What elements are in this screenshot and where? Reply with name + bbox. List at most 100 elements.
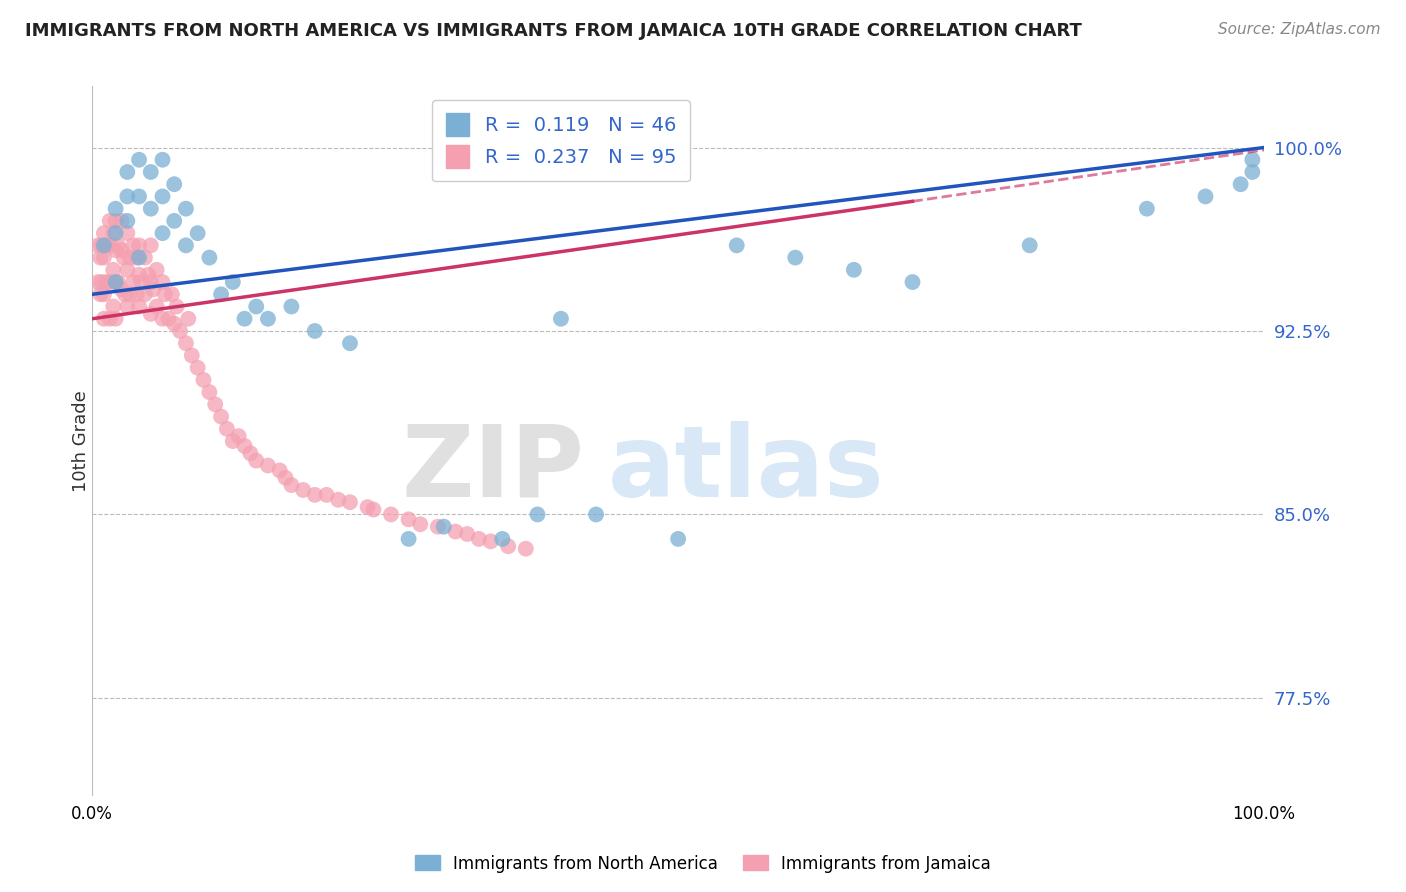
Point: [550, 311, 572, 326]
Point: [222, 434, 245, 448]
Point: [233, 311, 256, 326]
Point: [479, 534, 502, 549]
Point: [128, 238, 150, 252]
Point: [145, 262, 167, 277]
Point: [1229, 178, 1251, 192]
Point: [245, 453, 267, 467]
Point: [1018, 238, 1040, 252]
Point: [128, 189, 150, 203]
Point: [104, 244, 127, 258]
Point: [157, 311, 180, 326]
Point: [117, 165, 139, 179]
Point: [93, 226, 115, 240]
Point: [274, 471, 297, 485]
Point: [515, 541, 537, 556]
Point: [304, 324, 326, 338]
Point: [125, 287, 148, 301]
Point: [110, 244, 132, 258]
Point: [118, 251, 141, 265]
Point: [117, 226, 139, 240]
Point: [426, 519, 449, 533]
Point: [104, 226, 127, 240]
Point: [139, 202, 162, 216]
Point: [204, 397, 226, 411]
Point: [152, 226, 174, 240]
Point: [93, 251, 115, 265]
Point: [398, 512, 420, 526]
Point: [104, 311, 127, 326]
Point: [110, 282, 132, 296]
Point: [128, 268, 150, 282]
Point: [725, 238, 748, 252]
Point: [228, 429, 250, 443]
Point: [339, 336, 361, 351]
Point: [103, 262, 125, 277]
Point: [110, 214, 132, 228]
Point: [89, 251, 111, 265]
Point: [198, 385, 221, 400]
Point: [280, 478, 302, 492]
Point: [98, 275, 121, 289]
Point: [174, 238, 197, 252]
Point: [245, 300, 267, 314]
Point: [163, 214, 186, 228]
Point: [163, 178, 186, 192]
Point: [134, 251, 156, 265]
Point: [90, 275, 112, 289]
Point: [117, 189, 139, 203]
Point: [96, 275, 118, 289]
Point: [166, 300, 188, 314]
Point: [90, 238, 112, 252]
Point: [198, 251, 221, 265]
Point: [901, 275, 924, 289]
Point: [128, 300, 150, 314]
Point: [187, 226, 209, 240]
Point: [174, 336, 197, 351]
Point: [96, 238, 118, 252]
Point: [496, 539, 519, 553]
Point: [468, 532, 491, 546]
Point: [215, 422, 238, 436]
Point: [163, 317, 186, 331]
Text: atlas: atlas: [607, 421, 884, 518]
Point: [174, 202, 197, 216]
Point: [93, 311, 115, 326]
Point: [491, 532, 513, 546]
Point: [842, 262, 865, 277]
Point: [160, 287, 183, 301]
Point: [153, 287, 176, 301]
Legend: Immigrants from North America, Immigrants from Jamaica: Immigrants from North America, Immigrant…: [408, 848, 998, 880]
Point: [209, 287, 232, 301]
Point: [1194, 189, 1216, 203]
Point: [117, 300, 139, 314]
Point: [145, 300, 167, 314]
Text: ZIP: ZIP: [402, 421, 585, 518]
Point: [1241, 165, 1264, 179]
Point: [585, 508, 607, 522]
Point: [339, 495, 361, 509]
Point: [257, 458, 280, 473]
Point: [180, 348, 202, 362]
Point: [177, 311, 200, 326]
Point: [104, 202, 127, 216]
Point: [139, 165, 162, 179]
Point: [104, 275, 127, 289]
Point: [87, 275, 110, 289]
Point: [257, 311, 280, 326]
Point: [128, 251, 150, 265]
Point: [1241, 153, 1264, 167]
Point: [152, 153, 174, 167]
Point: [98, 214, 121, 228]
Point: [356, 500, 378, 515]
Point: [103, 226, 125, 240]
Point: [304, 488, 326, 502]
Point: [125, 251, 148, 265]
Point: [117, 214, 139, 228]
Legend: R =  0.119   N = 46, R =  0.237   N = 95: R = 0.119 N = 46, R = 0.237 N = 95: [432, 100, 690, 181]
Point: [93, 287, 115, 301]
Point: [138, 268, 160, 282]
Point: [328, 492, 350, 507]
Point: [152, 311, 174, 326]
Point: [1136, 202, 1159, 216]
Point: [114, 287, 136, 301]
